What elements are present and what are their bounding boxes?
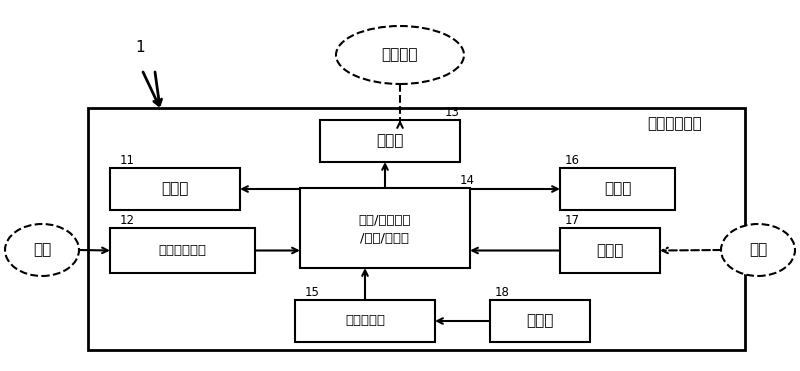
Text: 知觉信息: 知觉信息: [382, 47, 418, 62]
Text: 存储部: 存储部: [604, 181, 631, 197]
Text: 操作: 操作: [749, 243, 767, 257]
Text: 13: 13: [445, 105, 460, 118]
Ellipse shape: [721, 224, 795, 276]
Ellipse shape: [5, 224, 79, 276]
Bar: [295, 300, 435, 342]
Text: 12: 12: [120, 213, 135, 227]
Bar: [560, 168, 675, 210]
Text: 体动: 体动: [33, 243, 51, 257]
Text: 11: 11: [120, 154, 135, 167]
Text: 电源/显示控制: 电源/显示控制: [358, 213, 411, 227]
Bar: [300, 188, 470, 268]
Text: 17: 17: [565, 213, 580, 227]
Ellipse shape: [336, 26, 464, 84]
Text: 电源部: 电源部: [526, 313, 554, 328]
Text: 18: 18: [495, 286, 510, 299]
Text: 体动测定装置: 体动测定装置: [648, 116, 702, 131]
Bar: [560, 228, 660, 273]
Bar: [320, 120, 460, 162]
Text: 14: 14: [460, 174, 475, 187]
Text: 16: 16: [565, 154, 580, 167]
Bar: [490, 300, 590, 342]
Text: /检测/运算部: /检测/运算部: [361, 232, 410, 244]
Bar: [110, 228, 255, 273]
Bar: [88, 108, 745, 350]
Bar: [110, 168, 240, 210]
Text: 加速度检测部: 加速度检测部: [158, 244, 206, 257]
Text: 15: 15: [305, 286, 320, 299]
Text: 1: 1: [135, 40, 145, 56]
Text: 通信部: 通信部: [162, 181, 189, 197]
Text: 显示部: 显示部: [376, 134, 404, 148]
Text: 电源连接部: 电源连接部: [345, 315, 385, 328]
Text: 操作部: 操作部: [596, 243, 624, 258]
